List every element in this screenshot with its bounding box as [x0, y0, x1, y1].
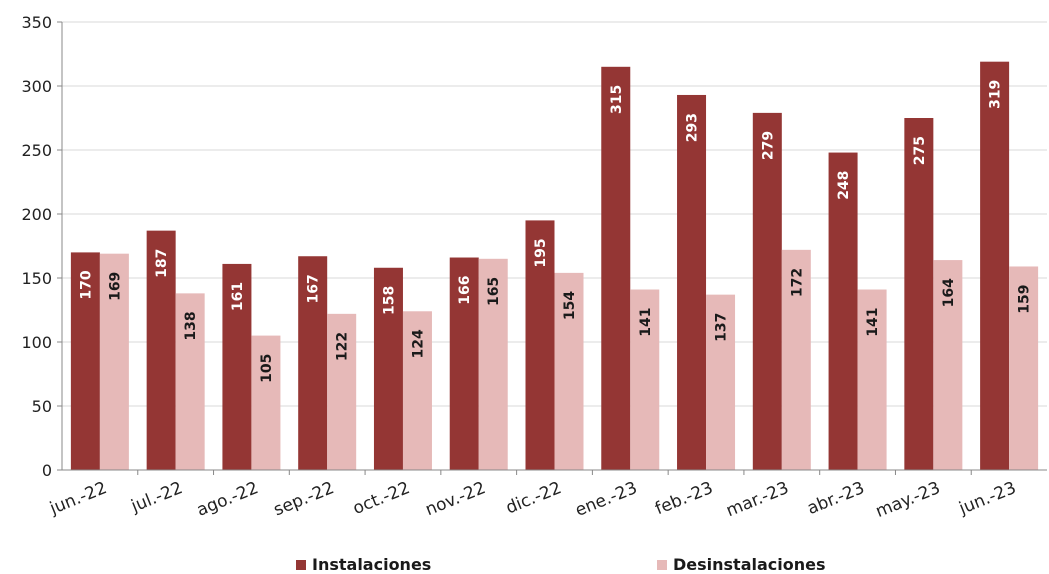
x-tick-label: may.-23	[873, 478, 943, 522]
bar-desinstalaciones	[781, 249, 811, 470]
x-tick-label: ene.-23	[572, 478, 640, 521]
data-label-instalaciones: 161	[230, 282, 246, 311]
data-label-instalaciones: 319	[988, 80, 1004, 109]
legend-label-instalaciones: Instalaciones	[312, 555, 432, 574]
data-label-desinstalaciones: 122	[335, 332, 351, 361]
data-label-instalaciones: 315	[609, 85, 625, 114]
y-tick-label: 150	[21, 269, 52, 288]
data-label-desinstalaciones: 172	[789, 268, 805, 297]
x-tick-label: jul.-22	[128, 478, 186, 517]
data-label-desinstalaciones: 154	[562, 291, 578, 320]
bar-instalaciones	[980, 61, 1010, 471]
y-tick-label: 50	[32, 397, 52, 416]
data-label-desinstalaciones: 141	[865, 308, 881, 337]
bar-desinstalaciones	[402, 311, 432, 470]
bar-desinstalaciones	[857, 289, 887, 470]
x-axis-ticks: jun.-22 jul.-22 ago.-22 sep.-22 oct.-22 nov.-…	[46, 470, 1019, 522]
bar-desinstalaciones	[251, 335, 281, 470]
legend-swatch-desinstalaciones	[657, 559, 667, 570]
data-label-instalaciones: 170	[78, 270, 94, 299]
bar-instalaciones	[373, 267, 403, 470]
y-axis-ticks: 0 50 100 150 200 250 300 350	[21, 13, 62, 480]
data-label-instalaciones: 195	[533, 238, 549, 267]
data-label-instalaciones: 187	[154, 249, 170, 278]
data-label-instalaciones: 279	[760, 131, 776, 160]
legend-item-instalaciones: Instalaciones	[296, 555, 431, 574]
data-label-instalaciones: 293	[685, 113, 701, 142]
y-tick-label: 200	[21, 205, 52, 224]
bar-desinstalaciones	[706, 294, 736, 470]
data-label-instalaciones: 158	[381, 286, 397, 315]
data-label-instalaciones: 275	[912, 136, 928, 165]
data-label-desinstalaciones: 124	[410, 329, 426, 358]
bar-instalaciones	[601, 66, 631, 471]
x-tick-label: jun.-23	[955, 478, 1019, 519]
data-label-desinstalaciones: 105	[259, 354, 275, 383]
y-tick-label: 250	[21, 141, 52, 160]
data-labels: 170 169 187 138 161 105 167 122 158 124 166 165 195 1…	[78, 80, 1032, 383]
legend-item-desinstalaciones: Desinstalaciones	[657, 555, 826, 574]
x-tick-label: jun.-22	[46, 478, 110, 519]
bar-desinstalaciones	[99, 253, 129, 470]
bar-desinstalaciones	[630, 289, 660, 470]
bar-instalaciones	[525, 220, 555, 470]
bars	[70, 61, 1039, 471]
bar-instalaciones	[70, 252, 100, 470]
y-tick-label: 350	[21, 13, 52, 32]
x-tick-label: feb.-23	[652, 478, 715, 519]
bar-instalaciones	[752, 112, 782, 470]
bar-desinstalaciones	[554, 272, 584, 470]
y-tick-label: 0	[42, 461, 52, 480]
legend-label-desinstalaciones: Desinstalaciones	[673, 555, 826, 574]
data-label-desinstalaciones: 141	[638, 308, 654, 337]
bar-desinstalaciones	[478, 258, 508, 470]
data-label-desinstalaciones: 137	[714, 313, 730, 342]
data-label-instalaciones: 166	[457, 276, 473, 305]
x-tick-label: sep.-22	[271, 478, 337, 520]
bar-instalaciones	[222, 263, 252, 470]
bar-desinstalaciones	[933, 260, 963, 470]
bar-instalaciones	[298, 256, 328, 470]
bar-instalaciones	[677, 94, 707, 471]
x-tick-label: ago.-22	[194, 478, 261, 521]
bar-instalaciones	[449, 257, 479, 470]
bar-desinstalaciones	[327, 313, 357, 470]
x-tick-label: mar.-23	[723, 478, 791, 521]
bar-instalaciones	[904, 118, 934, 470]
bar-desinstalaciones	[1009, 266, 1039, 470]
data-label-desinstalaciones: 164	[941, 278, 957, 307]
x-tick-label: oct.-22	[350, 478, 413, 519]
bar-desinstalaciones	[175, 293, 205, 470]
data-label-desinstalaciones: 165	[486, 277, 502, 306]
y-tick-label: 300	[21, 77, 52, 96]
y-tick-label: 100	[21, 333, 52, 352]
data-label-instalaciones: 248	[836, 171, 852, 200]
data-label-instalaciones: 167	[306, 274, 322, 303]
x-tick-label: dic.-22	[503, 478, 564, 518]
x-tick-label: abr.-23	[805, 478, 868, 519]
x-tick-label: nov.-22	[423, 478, 489, 520]
legend-swatch-instalaciones	[296, 559, 306, 570]
data-label-desinstalaciones: 138	[183, 311, 199, 340]
bar-instalaciones	[146, 230, 176, 470]
data-label-desinstalaciones: 159	[1017, 284, 1033, 313]
data-label-desinstalaciones: 169	[107, 272, 123, 301]
bar-instalaciones	[828, 152, 858, 470]
